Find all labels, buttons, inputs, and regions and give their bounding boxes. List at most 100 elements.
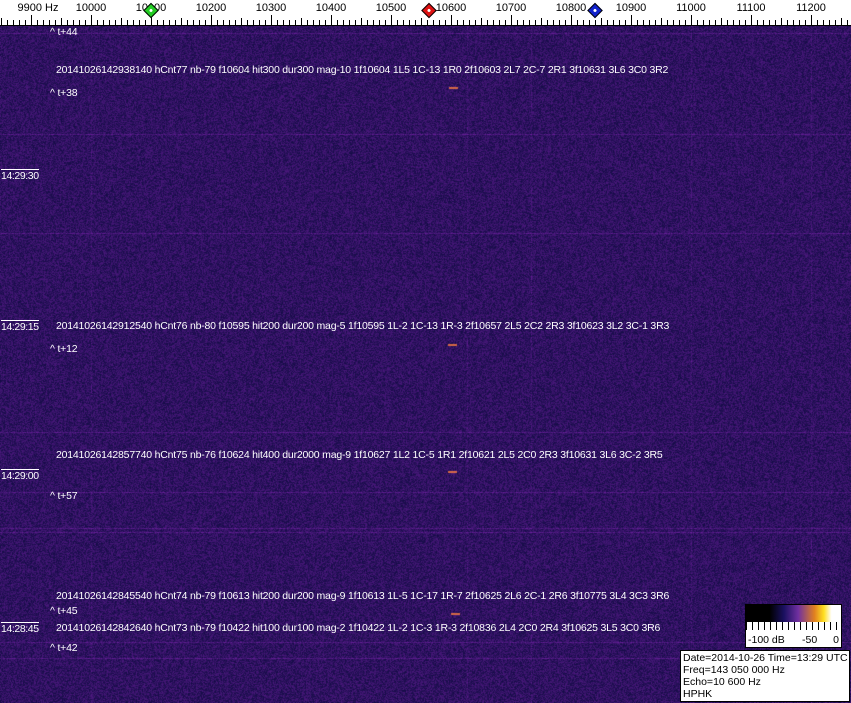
axis-tick bbox=[847, 20, 848, 25]
axis-tick bbox=[799, 20, 800, 25]
axis-tick bbox=[169, 20, 170, 25]
axis-tick bbox=[541, 18, 542, 25]
axis-tick bbox=[805, 20, 806, 25]
event-line: 20141026142912540 hCnt76 nb-80 f10595 hi… bbox=[56, 320, 670, 332]
axis-tick bbox=[115, 20, 116, 25]
axis-tick bbox=[277, 20, 278, 25]
axis-tick bbox=[139, 20, 140, 25]
axis-tick bbox=[433, 20, 434, 25]
axis-tick bbox=[463, 20, 464, 25]
axis-tick bbox=[211, 15, 212, 25]
axis-tick bbox=[607, 20, 608, 25]
axis-tick bbox=[379, 20, 380, 25]
axis-tick bbox=[331, 15, 332, 25]
axis-tick bbox=[691, 15, 692, 25]
axis-tick bbox=[505, 20, 506, 25]
axis-tick bbox=[595, 20, 596, 25]
axis-tick bbox=[109, 20, 110, 25]
color-scale-legend: -100 dB -50 0 bbox=[745, 604, 842, 648]
axis-tick bbox=[601, 18, 602, 25]
axis-tick bbox=[343, 20, 344, 25]
axis-label: 11000 bbox=[676, 2, 706, 14]
axis-tick bbox=[373, 20, 374, 25]
axis-tick bbox=[25, 20, 26, 25]
event-marker: ^ t+45 bbox=[50, 605, 78, 617]
axis-tick bbox=[319, 20, 320, 25]
axis-tick bbox=[469, 20, 470, 25]
info-freq: Freq=143 050 000 Hz bbox=[683, 664, 785, 676]
axis-tick bbox=[325, 20, 326, 25]
axis-tick bbox=[697, 20, 698, 25]
axis-tick bbox=[271, 15, 272, 25]
axis-tick bbox=[259, 20, 260, 25]
event-line: 20141026142845540 hCnt74 nb-79 f10613 hi… bbox=[56, 590, 670, 602]
axis-label: 10600 bbox=[435, 2, 467, 14]
axis-tick bbox=[559, 20, 560, 25]
axis-label: 10200 bbox=[195, 2, 227, 14]
event-line: 20141026142857740 hCnt75 nb-76 f10624 hi… bbox=[56, 449, 663, 461]
axis-tick bbox=[217, 20, 218, 25]
axis-tick bbox=[763, 20, 764, 25]
axis-label: 10300 bbox=[255, 2, 287, 14]
axis-tick bbox=[475, 20, 476, 25]
axis-label: 10700 bbox=[495, 2, 527, 14]
axis-tick bbox=[571, 15, 572, 25]
axis-tick bbox=[289, 20, 290, 25]
axis-tick bbox=[589, 20, 590, 25]
axis-tick bbox=[565, 20, 566, 25]
axis-label: 10900 bbox=[615, 2, 647, 14]
waterfall-spectrogram[interactable] bbox=[0, 26, 851, 703]
axis-tick bbox=[667, 20, 668, 25]
axis-tick bbox=[517, 20, 518, 25]
axis-tick bbox=[391, 15, 392, 25]
axis-tick bbox=[673, 20, 674, 25]
axis-tick bbox=[457, 20, 458, 25]
axis-tick bbox=[61, 18, 62, 25]
axis-tick bbox=[253, 20, 254, 25]
axis-tick bbox=[757, 20, 758, 25]
axis-label: 10400 bbox=[315, 2, 347, 14]
axis-tick bbox=[181, 18, 182, 25]
axis-tick bbox=[145, 20, 146, 25]
axis-tick bbox=[709, 20, 710, 25]
axis-tick bbox=[637, 20, 638, 25]
axis-tick bbox=[619, 20, 620, 25]
axis-tick bbox=[721, 18, 722, 25]
scale-ticks bbox=[746, 622, 841, 630]
axis-tick bbox=[1, 18, 2, 25]
axis-tick bbox=[631, 15, 632, 25]
info-station: HPHK bbox=[683, 688, 713, 700]
frequency-marker[interactable] bbox=[587, 2, 603, 19]
time-label: 14:29:00 bbox=[1, 469, 39, 482]
frequency-axis: 9900 Hz 10000101001020010300104001050010… bbox=[0, 0, 851, 26]
axis-tick bbox=[787, 20, 788, 25]
axis-tick bbox=[769, 20, 770, 25]
axis-tick bbox=[199, 20, 200, 25]
axis-tick bbox=[37, 20, 38, 25]
event-line: 20141026142842640 hCnt73 nb-79 f10422 hi… bbox=[56, 622, 661, 634]
info-date: Date=2014-10-26 Time=13:29 UTC bbox=[683, 652, 848, 664]
axis-tick bbox=[85, 20, 86, 25]
axis-tick bbox=[727, 20, 728, 25]
time-label: 14:29:30 bbox=[1, 169, 39, 182]
axis-tick bbox=[31, 15, 32, 25]
axis-tick bbox=[613, 20, 614, 25]
axis-tick bbox=[451, 15, 452, 25]
axis-unit-label: 9900 Hz bbox=[17, 2, 59, 14]
axis-tick bbox=[91, 15, 92, 25]
axis-tick bbox=[421, 18, 422, 25]
axis-tick bbox=[349, 20, 350, 25]
axis-tick bbox=[745, 20, 746, 25]
axis-tick bbox=[535, 20, 536, 25]
axis-tick bbox=[355, 20, 356, 25]
axis-tick bbox=[367, 20, 368, 25]
axis-tick bbox=[49, 20, 50, 25]
axis-tick bbox=[775, 20, 776, 25]
axis-tick bbox=[811, 15, 812, 25]
axis-tick bbox=[73, 20, 74, 25]
axis-tick bbox=[715, 20, 716, 25]
frequency-marker[interactable] bbox=[421, 2, 437, 19]
scale-mid: -50 bbox=[802, 634, 818, 646]
axis-tick bbox=[103, 20, 104, 25]
axis-tick bbox=[547, 20, 548, 25]
